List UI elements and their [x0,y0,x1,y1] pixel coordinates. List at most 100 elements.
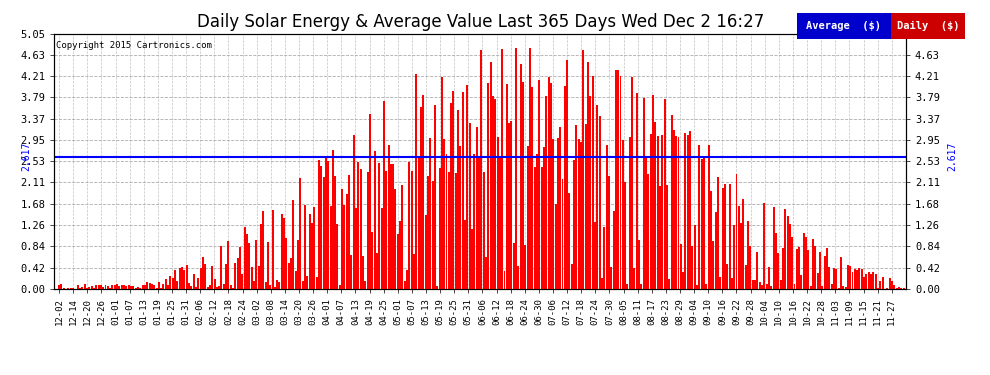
Bar [803,233,805,289]
Bar [501,50,503,289]
Bar [390,164,392,289]
Bar [639,240,641,289]
Bar [447,172,449,289]
Bar [262,211,264,289]
Bar [93,288,95,289]
Bar [98,285,100,289]
Bar [829,267,831,289]
Bar [608,176,610,289]
Bar [613,211,615,289]
Title: Daily Solar Energy & Average Value Last 365 Days Wed Dec 2 16:27: Daily Solar Energy & Average Value Last … [197,13,763,31]
Bar [805,237,807,289]
Bar [311,223,313,289]
Bar [603,227,605,289]
Bar [369,114,371,289]
Bar [207,288,209,289]
Bar [889,278,891,289]
Bar [147,282,148,289]
Bar [371,232,373,289]
Bar [578,139,580,289]
Bar [736,174,738,289]
Bar [511,122,513,289]
Bar [649,134,651,289]
Bar [557,138,558,289]
Bar [689,131,691,289]
Bar [696,285,698,289]
Bar [903,288,905,289]
Bar [164,279,166,289]
Bar [670,116,672,289]
Bar [761,285,763,289]
Bar [896,288,898,289]
Bar [413,254,415,289]
Bar [541,167,543,289]
Bar [529,48,531,289]
Bar [849,266,851,289]
Bar [868,272,870,289]
Bar [244,227,246,289]
Bar [126,286,128,289]
Bar [772,207,774,289]
Bar [701,159,703,289]
Bar [100,285,102,289]
Bar [288,263,290,289]
Bar [552,140,554,289]
Bar [269,285,271,289]
Bar [596,105,598,289]
Bar [116,284,118,289]
Bar [798,247,800,289]
Bar [853,268,855,289]
Bar [318,160,320,289]
Bar [323,177,325,289]
Bar [770,286,772,289]
Bar [768,267,770,289]
Bar [350,255,352,289]
Bar [622,140,624,289]
Bar [316,277,318,289]
Bar [404,281,406,289]
Bar [193,274,195,289]
Bar [454,173,456,289]
Bar [330,206,332,289]
Bar [357,162,359,289]
Text: Average  ($): Average ($) [807,21,881,31]
Bar [536,154,538,289]
Bar [522,82,524,289]
Bar [589,96,591,289]
Bar [782,248,784,289]
Bar [90,286,92,289]
Bar [661,135,663,289]
Bar [592,76,594,289]
Bar [237,258,239,289]
Bar [652,95,654,289]
Bar [105,285,107,289]
Bar [513,243,515,289]
Bar [720,277,722,289]
Bar [364,281,366,289]
Bar [754,280,756,289]
Bar [870,274,872,289]
Text: Copyright 2015 Cartronics.com: Copyright 2015 Cartronics.com [56,41,212,50]
Bar [731,278,733,289]
Bar [397,234,399,289]
Bar [257,266,259,289]
Bar [344,205,346,289]
Bar [179,268,181,289]
Bar [411,171,413,289]
Bar [851,272,853,289]
Bar [879,281,881,289]
Bar [504,271,506,289]
Bar [838,288,840,289]
Bar [599,116,601,289]
Bar [335,176,337,289]
Bar [485,257,487,289]
Bar [471,229,473,289]
Bar [824,256,826,289]
Bar [461,92,463,289]
Bar [76,285,78,289]
Bar [666,185,668,289]
Bar [432,181,434,289]
Bar [148,283,150,289]
Bar [826,248,828,289]
Bar [499,156,501,289]
